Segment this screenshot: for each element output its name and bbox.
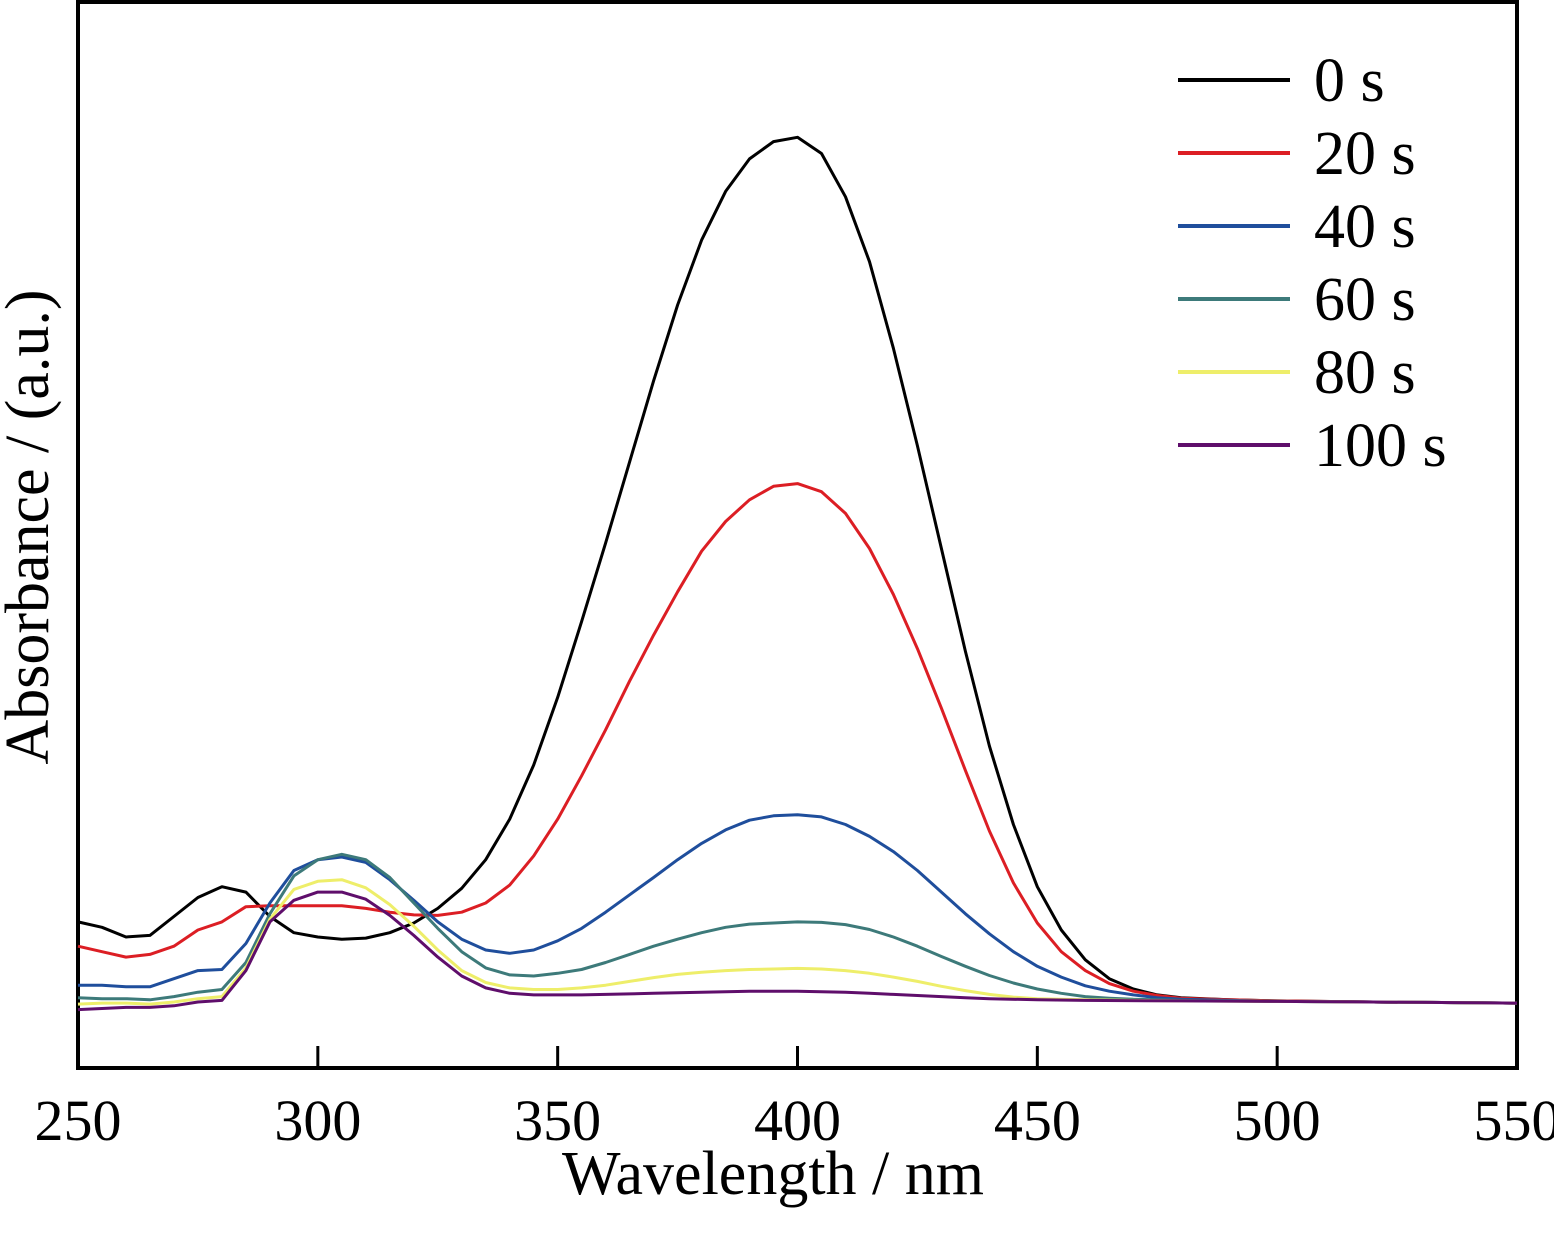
series-line-0s [77, 135, 1518, 1005]
series-line-80s [77, 878, 1518, 1006]
legend-label-100s: 100 s [1314, 412, 1447, 480]
x-tick-label-500: 500 [1234, 1088, 1321, 1153]
legend-label-0s: 0 s [1314, 47, 1385, 115]
legend-label-80s: 80 s [1314, 339, 1416, 407]
x-tick-label-450: 450 [994, 1088, 1081, 1153]
series-line-40s [78, 813, 1518, 1005]
legend-label-60s: 60 s [1314, 266, 1416, 334]
x-tick-label-350: 350 [514, 1088, 601, 1153]
x-tick-label-550: 550 [1474, 1088, 1554, 1153]
series-line-100s [77, 890, 1518, 1012]
x-tick-label-400: 400 [754, 1088, 841, 1153]
x-axis [316, 1046, 1279, 1068]
x-tick-label-300: 300 [274, 1088, 361, 1153]
x-tick-labels: 250 300 350 400 450 500 550 [35, 1088, 1554, 1153]
series-group [77, 135, 1518, 1012]
series-line-60s [77, 852, 1518, 1005]
legend-label-20s: 20 s [1314, 120, 1416, 188]
x-tick-label-250: 250 [35, 1088, 122, 1153]
legend-label-40s: 40 s [1314, 193, 1416, 261]
plot-frame [76, 0, 1519, 1070]
series-line-20s [77, 482, 1518, 1005]
y-axis-title: Absorbance / (a.u.) [0, 289, 62, 764]
x-axis-title: Wavelength / nm [562, 1140, 984, 1208]
